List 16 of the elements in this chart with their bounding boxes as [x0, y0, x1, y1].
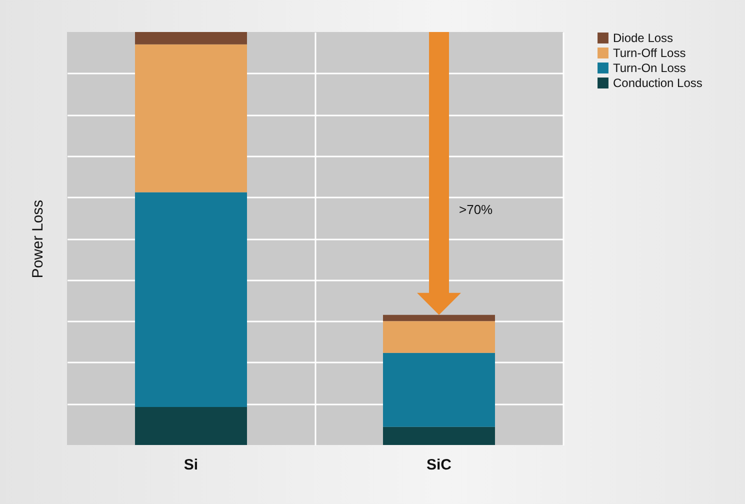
x-tick-label: Si	[184, 456, 198, 474]
legend-label: Turn-Off Loss	[613, 46, 686, 60]
bar	[135, 32, 247, 44]
bar	[383, 426, 495, 445]
annotation: >70%	[459, 202, 493, 217]
bar	[135, 192, 247, 408]
bar	[383, 352, 495, 427]
legend-label: Turn-On Loss	[613, 61, 686, 75]
y-axis-title: Power Loss	[30, 200, 46, 278]
bar	[135, 44, 247, 192]
bar	[383, 314, 495, 322]
legend-label: Conduction Loss	[613, 76, 702, 90]
x-tick-label: SiC	[426, 456, 452, 474]
bar	[383, 321, 495, 353]
legend-label: Diode Loss	[613, 31, 674, 45]
bar	[135, 407, 247, 445]
